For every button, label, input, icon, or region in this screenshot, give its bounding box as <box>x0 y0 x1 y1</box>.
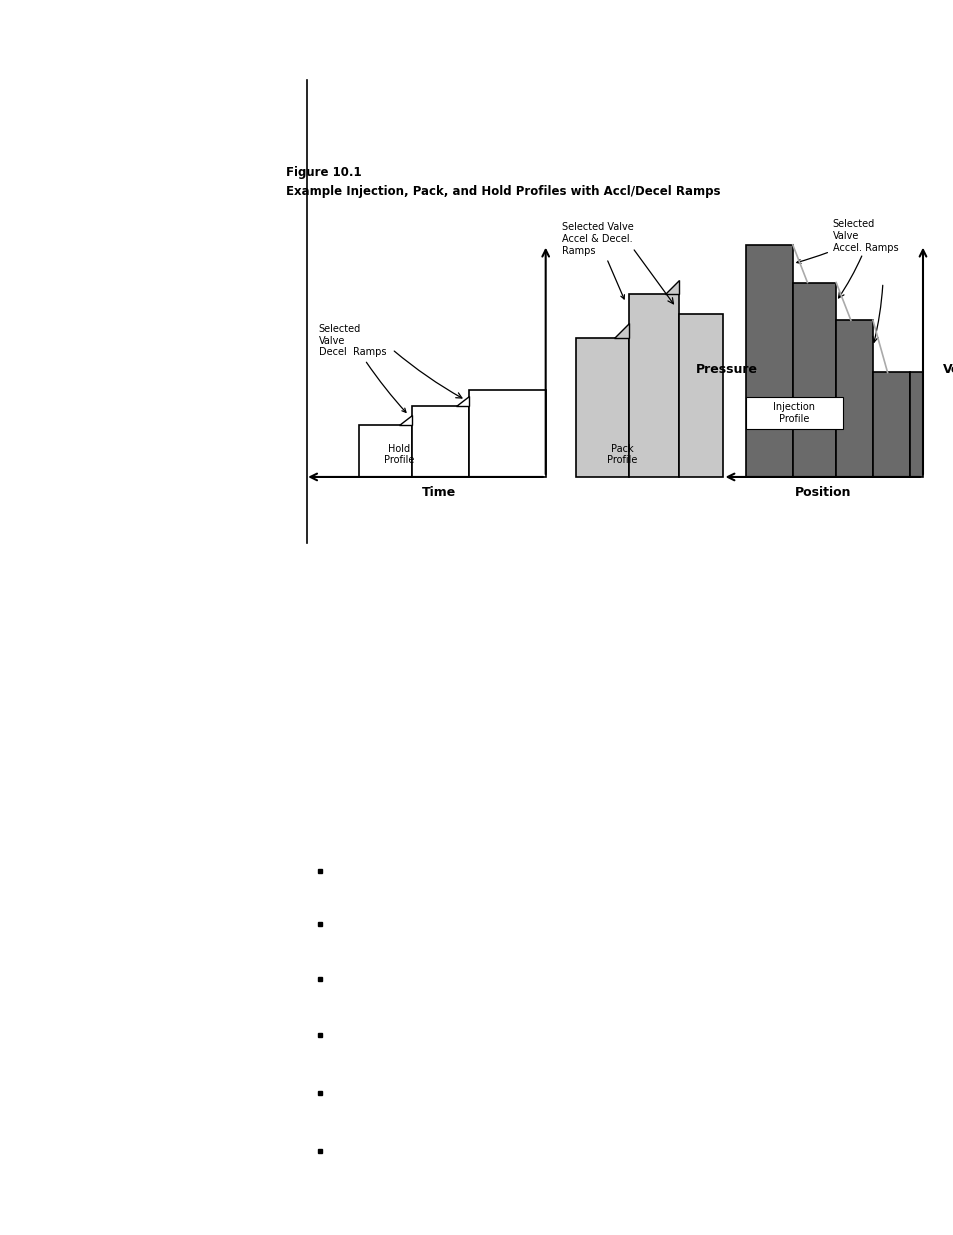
Bar <box>908 373 922 477</box>
Text: Injection
Profile: Injection Profile <box>772 403 814 424</box>
Bar <box>679 315 721 477</box>
Bar <box>628 294 679 477</box>
Text: Tune Your Machine for Producing Parts: Tune Your Machine for Producing Parts <box>367 58 621 70</box>
Text: Pack
Profile: Pack Profile <box>607 443 637 466</box>
Polygon shape <box>455 395 468 406</box>
Bar <box>872 373 908 477</box>
Bar <box>412 406 468 477</box>
Bar <box>745 245 792 477</box>
Bar <box>792 283 835 477</box>
Text: Velocity: Velocity <box>942 363 953 377</box>
Bar <box>358 425 412 477</box>
Text: Example Injection, Pack, and Hold Profiles with Accl/Decel Ramps: Example Injection, Pack, and Hold Profil… <box>286 184 720 198</box>
Bar <box>575 337 628 477</box>
Polygon shape <box>664 279 679 294</box>
Bar <box>835 320 872 477</box>
Text: Selected Valve
Accel & Decel.
Ramps: Selected Valve Accel & Decel. Ramps <box>561 222 634 299</box>
Text: Pressure: Pressure <box>695 363 757 377</box>
Text: Position: Position <box>794 485 850 499</box>
FancyBboxPatch shape <box>745 398 841 429</box>
Polygon shape <box>398 415 412 425</box>
Text: Time: Time <box>421 485 456 499</box>
Text: Hold
Profile: Hold Profile <box>383 443 414 466</box>
Text: Chapter  10: Chapter 10 <box>367 36 464 51</box>
Text: Selected
Valve
Accel. Ramps: Selected Valve Accel. Ramps <box>796 220 898 263</box>
Text: Selected
Valve
Decel  Ramps: Selected Valve Decel Ramps <box>318 324 406 412</box>
Polygon shape <box>614 324 628 337</box>
Bar <box>468 390 545 477</box>
Text: Figure 10.1: Figure 10.1 <box>286 165 361 179</box>
